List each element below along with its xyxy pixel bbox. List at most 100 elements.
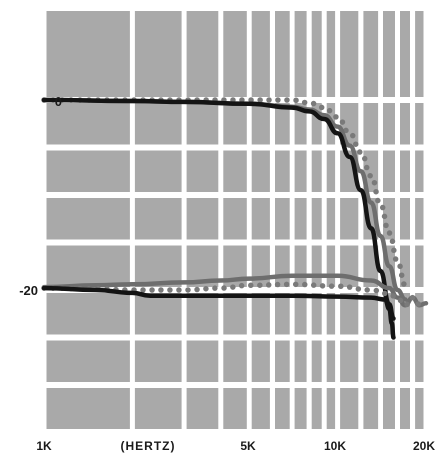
grid-cell	[326, 388, 336, 429]
grid-cell	[46, 150, 130, 192]
grid-cell	[275, 340, 290, 382]
grid-cell	[383, 150, 395, 192]
grid-cell	[186, 388, 219, 429]
grid-cell	[326, 198, 336, 240]
x-tick-label-20k: 20K	[413, 439, 435, 453]
grid-cell	[294, 198, 307, 240]
grid-cell	[363, 340, 379, 382]
grid-cell	[326, 340, 336, 382]
grid-cell	[400, 103, 410, 145]
grid-cell	[223, 198, 247, 240]
grid-cell	[294, 388, 307, 429]
grid-cell	[326, 11, 336, 97]
grid-cell	[134, 11, 182, 97]
grid-cell	[311, 388, 322, 429]
grid-cell	[415, 245, 424, 287]
grid-cell	[415, 11, 424, 97]
grid-cell	[46, 293, 130, 335]
grid-cell	[223, 11, 247, 97]
grid-cell	[251, 388, 270, 429]
grid-cell	[400, 293, 410, 335]
grid-cell	[134, 245, 182, 287]
grid-cell	[415, 340, 424, 382]
grid-cell	[223, 388, 247, 429]
grid-cell	[223, 293, 247, 335]
grid-cell	[383, 340, 395, 382]
grid-cell	[311, 245, 322, 287]
grid-cell	[363, 388, 379, 429]
grid-cell	[363, 11, 379, 97]
grid-cell	[251, 340, 270, 382]
x-axis-label: (HERTZ)	[121, 439, 176, 453]
grid-cell	[340, 388, 359, 429]
grid-cell	[275, 388, 290, 429]
grid-cell	[400, 245, 410, 287]
grid-cell	[400, 198, 410, 240]
series-line-2	[41, 97, 396, 321]
grid-cell	[46, 11, 130, 97]
grid-cell	[134, 150, 182, 192]
grid-cell	[46, 103, 130, 145]
grid-cell	[186, 11, 219, 97]
grid-cell	[251, 103, 270, 145]
grid-cell	[383, 388, 395, 429]
y-tick-label-minus-20: -20	[19, 283, 38, 298]
grid-cell	[186, 340, 219, 382]
grid-cell	[383, 198, 395, 240]
x-tick-label-5k: 5K	[240, 439, 256, 453]
grid-cell	[275, 11, 290, 97]
grid-cell	[340, 340, 359, 382]
x-tick-label-10k: 10K	[324, 439, 346, 453]
grid-cell	[383, 103, 395, 145]
grid-cell	[415, 150, 424, 192]
series-line-5	[41, 285, 396, 340]
x-tick-label-1k: 1K	[36, 439, 52, 453]
grid-cell	[415, 103, 424, 145]
grid-cell	[311, 103, 322, 145]
grid-cell	[326, 293, 336, 335]
grid-cell	[223, 340, 247, 382]
grid-cell	[134, 388, 182, 429]
grid-cell	[415, 293, 424, 335]
grid-cell	[415, 388, 424, 429]
grid-cell	[275, 293, 290, 335]
grid-cell	[251, 11, 270, 97]
grid-cell	[223, 150, 247, 192]
y-tick-label-0: 0	[55, 94, 62, 109]
grid-cell	[400, 11, 410, 97]
grid-cell	[311, 293, 322, 335]
grid-cell	[311, 198, 322, 240]
grid-cell	[294, 293, 307, 335]
grid-cell	[223, 103, 247, 145]
grid-cell	[186, 150, 219, 192]
grid-cell	[251, 198, 270, 240]
chart-series	[41, 97, 429, 340]
grid-cell	[294, 11, 307, 97]
grid-cell	[311, 150, 322, 192]
grid-cell	[326, 245, 336, 287]
grid-cell	[186, 198, 219, 240]
grid-cell	[134, 103, 182, 145]
grid-cell	[251, 293, 270, 335]
grid-cell	[275, 103, 290, 145]
grid-cell	[46, 245, 130, 287]
grid-cell	[400, 340, 410, 382]
grid-cell	[134, 340, 182, 382]
grid-cell	[340, 198, 359, 240]
grid-cell	[326, 150, 336, 192]
series-line-4	[41, 281, 429, 308]
grid-cell	[340, 11, 359, 97]
grid-cell	[186, 103, 219, 145]
grid-cell	[294, 245, 307, 287]
grid-cell	[46, 340, 130, 382]
series-line-3	[41, 273, 429, 308]
grid-cell	[275, 198, 290, 240]
grid-cell	[400, 150, 410, 192]
grid-cell	[251, 245, 270, 287]
grid-cell	[340, 293, 359, 335]
grid-cell	[275, 245, 290, 287]
grid-cell	[134, 198, 182, 240]
grid-cell	[311, 11, 322, 97]
grid-cell	[46, 388, 130, 429]
